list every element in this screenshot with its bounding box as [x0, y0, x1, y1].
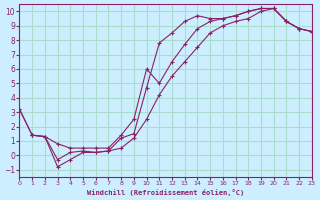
- X-axis label: Windchill (Refroidissement éolien,°C): Windchill (Refroidissement éolien,°C): [87, 189, 244, 196]
